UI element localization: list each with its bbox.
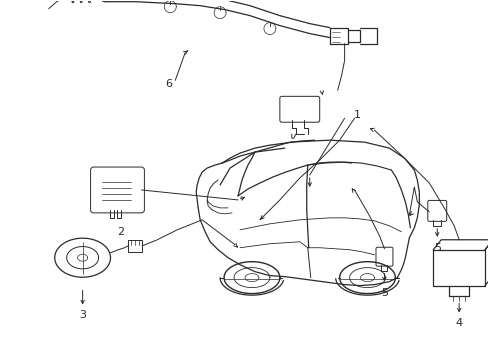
Text: 1: 1 <box>353 110 360 120</box>
Text: 3: 3 <box>79 310 86 320</box>
Text: 6: 6 <box>164 79 171 89</box>
Text: 2: 2 <box>117 227 124 237</box>
Text: 4: 4 <box>455 319 462 328</box>
Text: 5: 5 <box>380 288 387 298</box>
Text: 5: 5 <box>433 243 440 253</box>
